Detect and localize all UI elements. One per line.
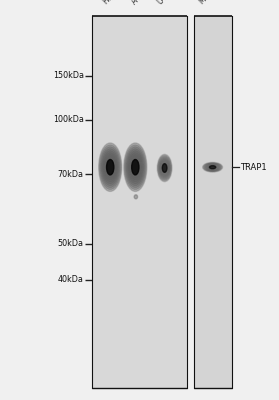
Ellipse shape [127,149,144,186]
Ellipse shape [206,164,219,170]
Ellipse shape [125,145,146,190]
Ellipse shape [157,154,172,182]
Ellipse shape [107,160,114,175]
Ellipse shape [102,149,119,186]
Ellipse shape [203,163,222,172]
Ellipse shape [159,158,170,178]
Bar [92,16,187,388]
Ellipse shape [210,166,216,169]
Ellipse shape [100,145,121,190]
Ellipse shape [99,143,122,192]
Ellipse shape [205,164,220,171]
Ellipse shape [162,164,167,172]
Text: A-549: A-549 [130,0,153,6]
Text: Mouse kidney: Mouse kidney [197,0,241,6]
Text: U-251MG: U-251MG [155,0,187,6]
Text: 50kDa: 50kDa [58,240,84,248]
Text: 70kDa: 70kDa [58,170,84,178]
Ellipse shape [206,164,219,170]
Ellipse shape [100,147,120,188]
Ellipse shape [124,143,147,192]
Ellipse shape [132,160,139,175]
Ellipse shape [126,147,145,188]
Ellipse shape [158,156,171,180]
Ellipse shape [128,151,143,184]
Ellipse shape [102,151,118,184]
Text: 40kDa: 40kDa [58,276,84,284]
Ellipse shape [158,156,171,180]
Text: 150kDa: 150kDa [53,72,84,80]
Ellipse shape [134,195,138,199]
Ellipse shape [204,163,221,171]
Text: 100kDa: 100kDa [53,116,84,124]
Ellipse shape [160,159,170,177]
Ellipse shape [128,153,142,182]
Ellipse shape [103,153,117,182]
Text: HepG2: HepG2 [101,0,126,6]
Text: TRAP1: TRAP1 [240,163,266,172]
Ellipse shape [203,162,223,172]
Bar [194,16,232,388]
Ellipse shape [160,160,169,176]
